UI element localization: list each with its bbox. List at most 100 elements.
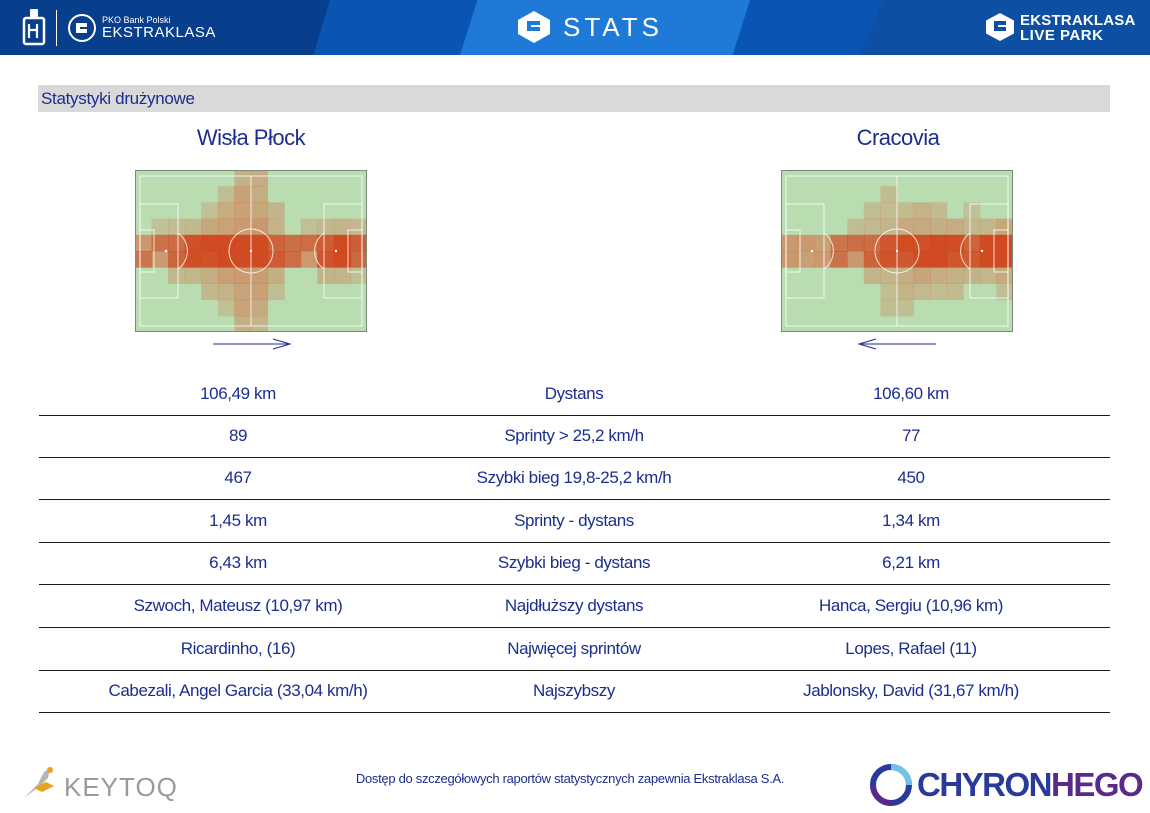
heat-cell bbox=[251, 170, 269, 187]
heat-cell bbox=[317, 234, 335, 252]
pko-label: PKO Bank Polski bbox=[102, 15, 171, 25]
heat-cell bbox=[234, 218, 252, 236]
heat-cell bbox=[830, 234, 848, 252]
heat-cell bbox=[251, 202, 269, 220]
heat-cell bbox=[880, 267, 898, 284]
heat-cell bbox=[234, 202, 252, 220]
home-value: 89 bbox=[228, 426, 248, 445]
away-value: 450 bbox=[897, 468, 925, 487]
ekstraklasa-label: EKSTRAKLASA bbox=[102, 24, 216, 41]
heat-cell bbox=[234, 299, 252, 317]
heat-cell bbox=[863, 251, 881, 268]
heat-cell bbox=[234, 267, 252, 284]
heat-cell bbox=[930, 251, 948, 268]
home-value: 467 bbox=[224, 468, 252, 487]
footer-note: Dostęp do szczegółowych raportów statyst… bbox=[355, 771, 785, 786]
heat-cell bbox=[135, 234, 153, 252]
stat-label: Sprinty - dystans bbox=[514, 511, 634, 530]
heat-cell bbox=[996, 234, 1013, 252]
table-row: Szwoch, Mateusz (10,97 km) Najdłuższy dy… bbox=[39, 585, 1110, 628]
heat-cell bbox=[996, 251, 1013, 268]
table-row: 106,49 km Dystans 106,60 km bbox=[39, 373, 1110, 416]
heat-cell bbox=[201, 283, 219, 301]
heat-cell bbox=[333, 234, 351, 252]
heat-cell bbox=[814, 234, 832, 252]
heat-cell bbox=[217, 267, 235, 284]
heat-cell bbox=[333, 267, 351, 284]
heat-cell bbox=[251, 218, 269, 236]
heat-cell bbox=[979, 218, 997, 236]
away-value: Hanca, Sergiu (10,96 km) bbox=[818, 596, 1004, 615]
heat-cell bbox=[880, 186, 898, 203]
heat-cell bbox=[217, 299, 235, 317]
home-team-name: Wisła Płock bbox=[196, 125, 306, 150]
heat-cell bbox=[913, 234, 931, 252]
heat-cell bbox=[251, 315, 269, 332]
heat-cell bbox=[251, 299, 269, 317]
keytoq-logo-icon bbox=[24, 767, 54, 798]
chyron-part: CHYRON bbox=[917, 766, 1053, 803]
heat-cell bbox=[201, 234, 219, 252]
heat-cell bbox=[251, 234, 269, 252]
heat-cell bbox=[979, 234, 997, 252]
heat-cell bbox=[913, 218, 931, 236]
heat-cell bbox=[897, 283, 915, 301]
heat-cell bbox=[267, 218, 285, 236]
heat-cell bbox=[863, 202, 881, 220]
heat-cell bbox=[333, 251, 351, 268]
heat-cell bbox=[184, 218, 202, 236]
heat-cell bbox=[234, 283, 252, 301]
heat-cell bbox=[300, 234, 318, 252]
heat-cell bbox=[814, 251, 832, 268]
stat-label: Dystans bbox=[544, 384, 604, 403]
left-penalty-arc bbox=[823, 232, 834, 270]
heat-cell bbox=[880, 202, 898, 220]
heat-cell bbox=[897, 299, 915, 317]
heat-cell bbox=[897, 202, 915, 220]
heat-cell bbox=[930, 202, 948, 220]
heat-cell bbox=[797, 251, 815, 268]
heat-cell bbox=[234, 315, 252, 332]
heat-cell bbox=[217, 186, 235, 203]
heat-cell bbox=[317, 267, 335, 284]
away-value: 77 bbox=[901, 426, 921, 445]
heat-cell bbox=[300, 218, 318, 236]
left-penalty-arc bbox=[177, 232, 188, 270]
heat-cell bbox=[913, 251, 931, 268]
stat-label: Najdłuższy dystans bbox=[504, 596, 644, 615]
keytoq-label: KEYTOQ bbox=[64, 772, 178, 802]
right-penalty-arc bbox=[960, 232, 971, 270]
heat-cell bbox=[946, 234, 964, 252]
top-banner: PKO Bank Polski EKSTRAKLASA STATS EKSTRA… bbox=[0, 0, 1150, 55]
heat-cell bbox=[234, 234, 252, 252]
stat-label: Sprinty > 25,2 km/h bbox=[504, 426, 644, 445]
heat-cell bbox=[781, 234, 799, 252]
center-circle bbox=[874, 228, 920, 274]
heat-cell bbox=[151, 234, 169, 252]
heat-cell bbox=[251, 267, 269, 284]
heat-cell bbox=[913, 283, 931, 301]
home-value: 1,45 km bbox=[209, 511, 267, 530]
heat-cell bbox=[184, 267, 202, 284]
home-value: Cabezali, Angel Garcia (33,04 km/h) bbox=[108, 681, 368, 700]
section-header: Statystyki drużynowe bbox=[38, 85, 1110, 112]
heat-cell bbox=[350, 234, 367, 252]
heat-cell bbox=[913, 267, 931, 284]
heat-cell bbox=[996, 267, 1013, 284]
stats-hexagon-icon bbox=[518, 11, 550, 43]
heat-cell bbox=[317, 251, 335, 268]
heat-cell bbox=[897, 218, 915, 236]
hego-part: HEGO bbox=[1051, 766, 1144, 803]
home-heatmap bbox=[135, 170, 367, 332]
livepark-line2: LIVE PARK bbox=[1020, 27, 1104, 44]
heat-cell bbox=[201, 218, 219, 236]
heat-cell bbox=[151, 218, 169, 236]
pitch-frame bbox=[781, 170, 1013, 332]
heat-cell bbox=[284, 234, 302, 252]
heat-cell bbox=[946, 267, 964, 284]
heat-cell bbox=[880, 251, 898, 268]
away-heatmap bbox=[781, 170, 1013, 332]
heat-cell bbox=[880, 234, 898, 252]
heat-cell bbox=[217, 251, 235, 268]
heat-cell bbox=[963, 202, 981, 220]
